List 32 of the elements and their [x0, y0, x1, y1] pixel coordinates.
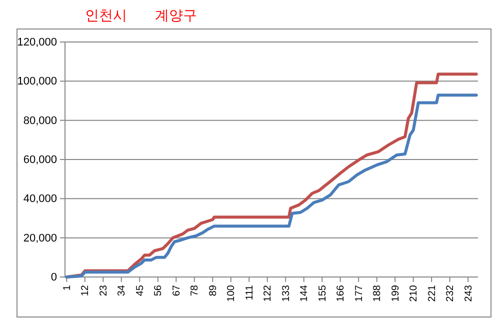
text: 계양구	[155, 7, 197, 23]
x-tick-label: 144	[299, 284, 310, 302]
x-tick-label: 166	[336, 284, 347, 302]
y-tick-label: 40,000	[23, 193, 57, 206]
y-tick-label: 60,000	[23, 154, 57, 166]
x-tick-label: 199	[390, 284, 402, 302]
y-tick-label: 0	[50, 272, 57, 284]
x-tick-label: 177	[354, 284, 365, 302]
y-tick-label: 20,000	[23, 232, 57, 244]
x-tick-label: 188	[372, 284, 384, 302]
text: 인천시	[85, 7, 127, 23]
x-tick-label: 12	[80, 284, 92, 296]
x-tick-label: 100	[226, 284, 238, 302]
x-tick-label: 23	[98, 284, 110, 296]
x-tick-label: 243	[463, 284, 474, 302]
x-tick-label: 89	[208, 284, 219, 296]
x-tick-label: 155	[317, 284, 328, 302]
x-tick-label: 1	[62, 284, 73, 291]
x-tick-label: 232	[445, 284, 456, 302]
x-tick-label: 34	[116, 284, 128, 296]
x-tick-label: 111	[244, 284, 256, 300]
x-tick-label: 122	[262, 284, 274, 302]
x-tick-label: 133	[280, 284, 292, 302]
x-tick-label: 221	[426, 284, 438, 302]
x-tick-label: 210	[408, 284, 420, 302]
x-tick-label: 45	[134, 284, 146, 296]
y-tick-label: 120,000	[17, 36, 57, 49]
y-tick-label: 80,000	[23, 114, 57, 127]
x-tick-label: 56	[153, 284, 164, 296]
y-tick-label: 100,000	[17, 76, 57, 88]
x-tick-label: 78	[190, 284, 201, 296]
x-tick-label: 67	[171, 284, 182, 296]
